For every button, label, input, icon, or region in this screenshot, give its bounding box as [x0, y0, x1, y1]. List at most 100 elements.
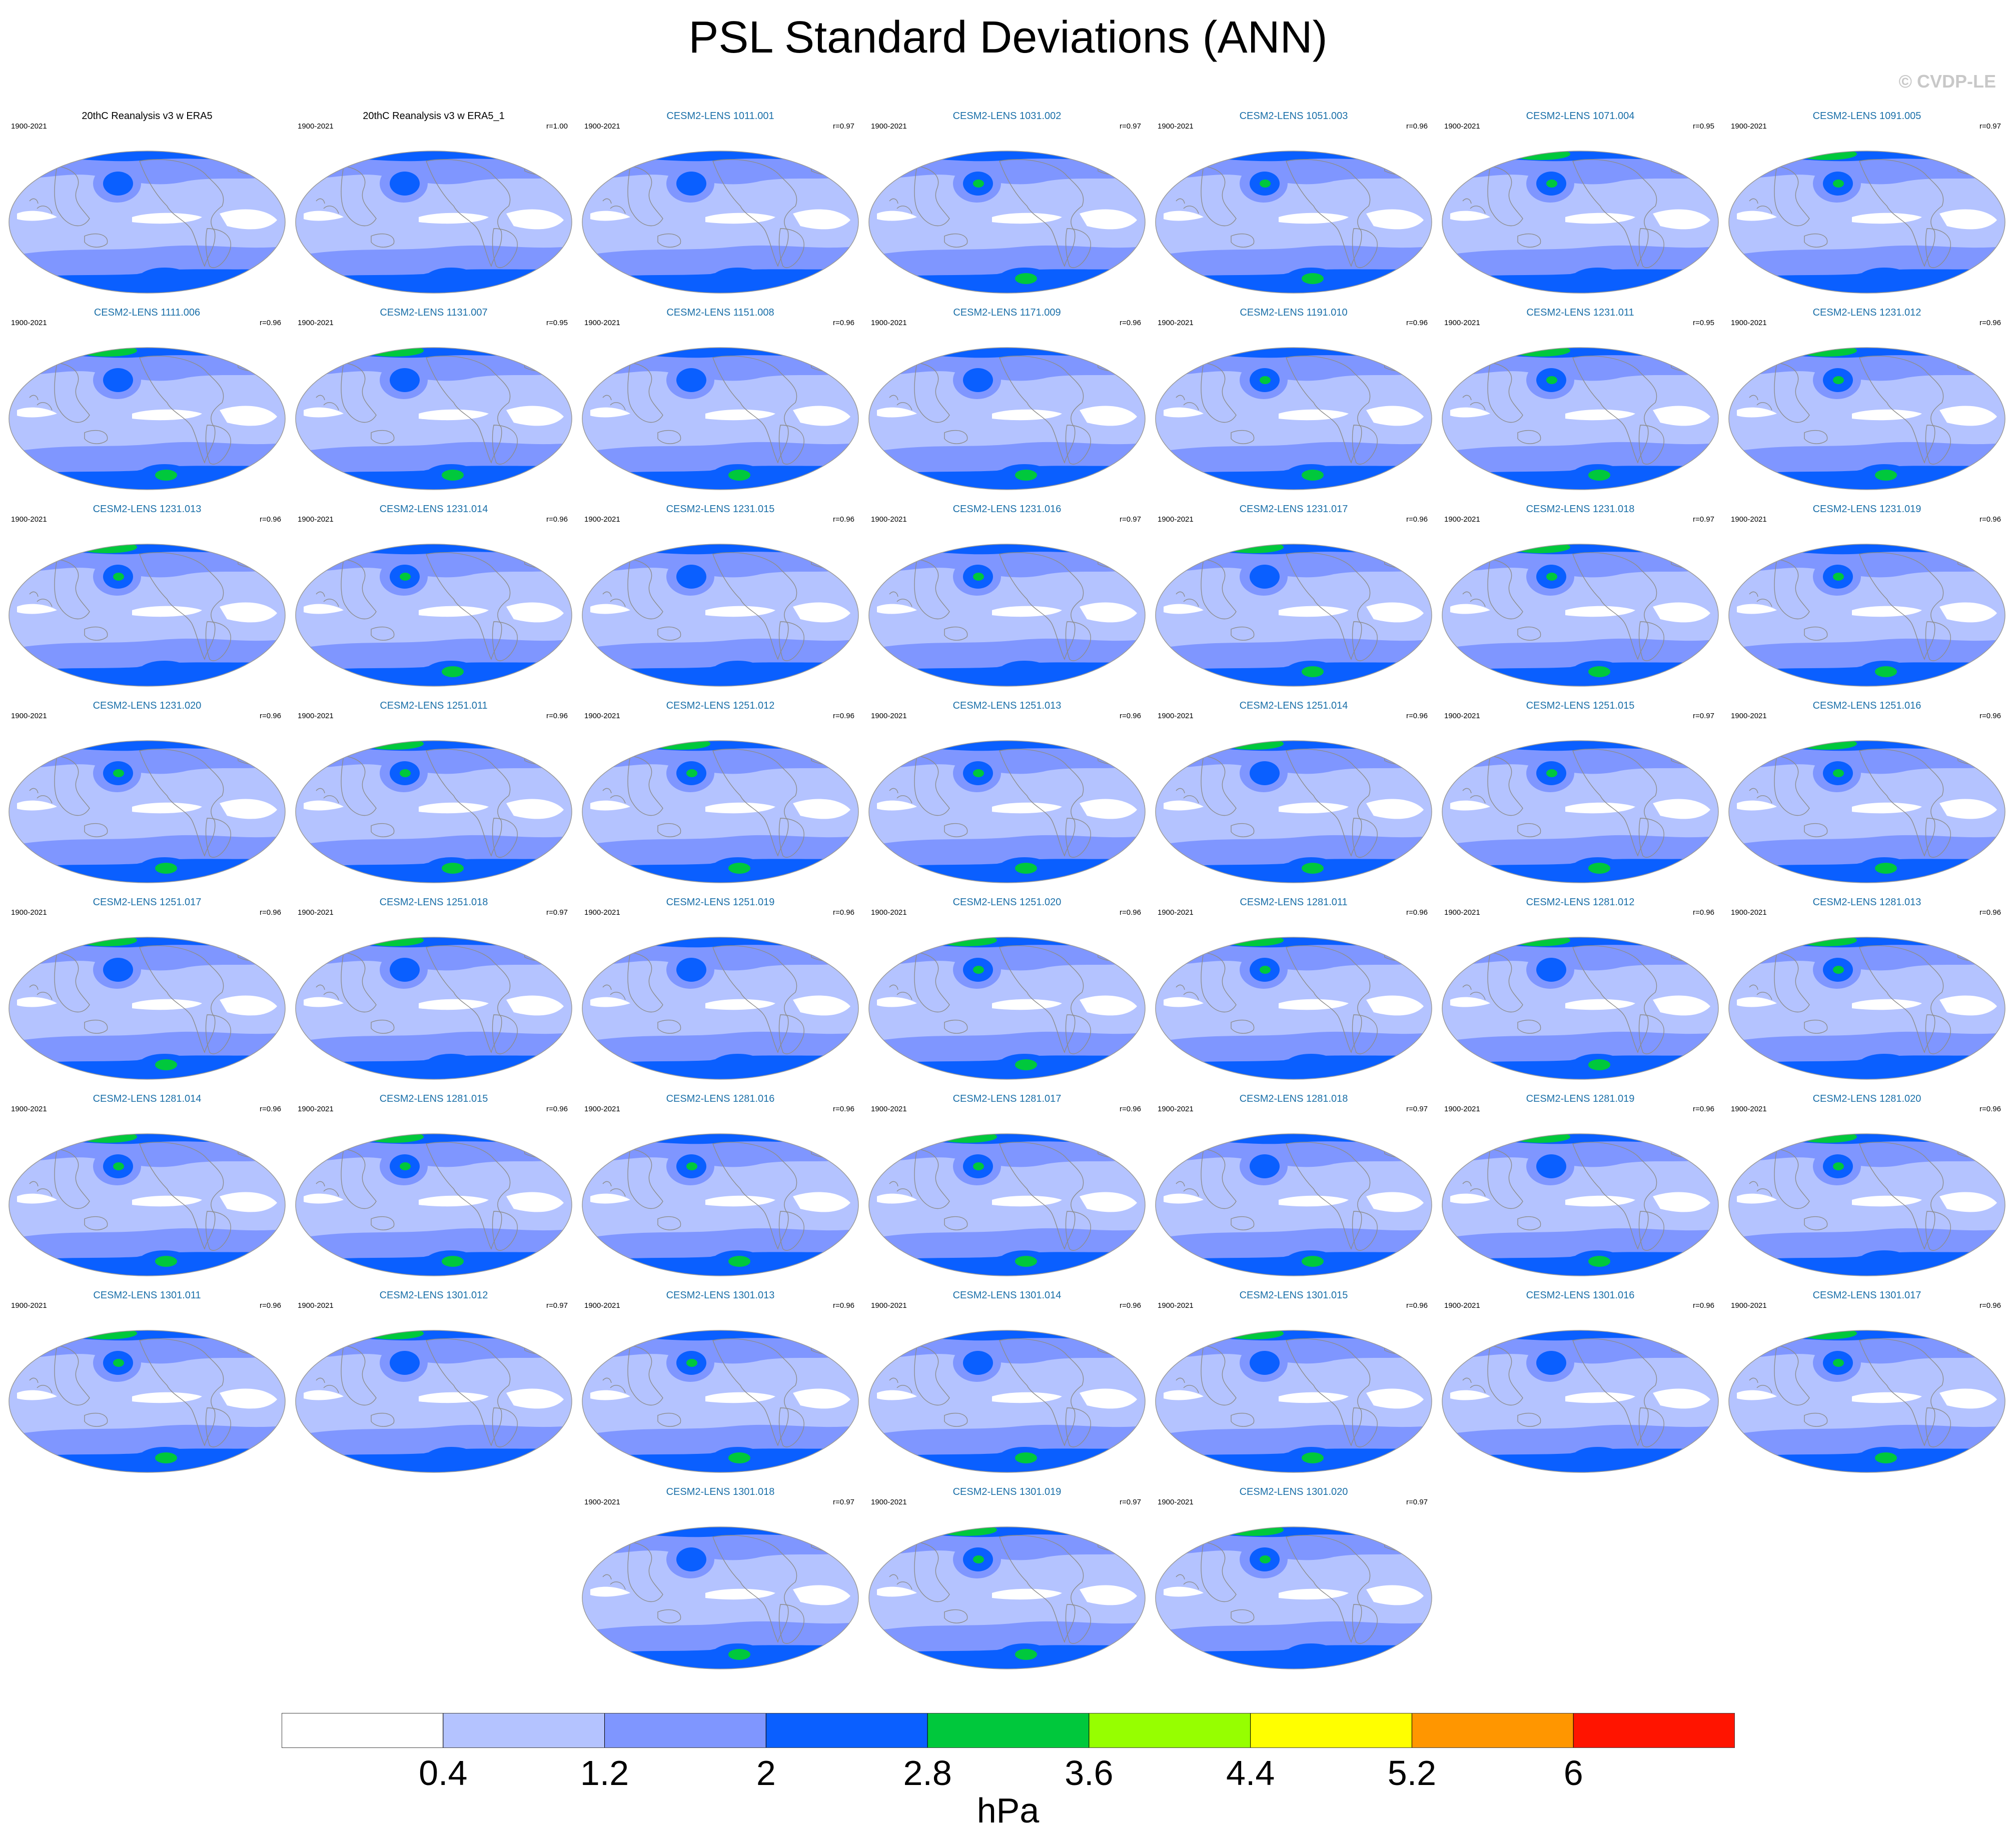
map-panel-plot [295, 937, 572, 1080]
panel-years: 1900-2021 [1731, 1105, 1767, 1113]
panel-years: 1900-2021 [1444, 515, 1480, 524]
panel-title: CESM2-LENS 1231.015 [666, 504, 775, 515]
map-field [1729, 151, 2005, 293]
panel-title: CESM2-LENS 1301.019 [952, 1486, 1062, 1497]
map-panel: CESM2-LENS 1231.016 1900-2021 r=0.97 [867, 499, 1147, 689]
panel-years: 1900-2021 [1444, 908, 1480, 917]
map-panel-plot [295, 740, 572, 883]
panel-pattern-correlation: r=0.96 [1979, 712, 2001, 720]
globe-outline [868, 937, 1146, 1080]
map-field [296, 1134, 572, 1276]
map-field [296, 544, 572, 686]
colorbar-swatch [1411, 1713, 1574, 1748]
map-panel: CESM2-LENS 1301.013 1900-2021 r=0.96 [580, 1285, 860, 1475]
map-field [296, 151, 572, 293]
panel-pattern-correlation: r=0.96 [1406, 515, 1428, 524]
panel-title: CESM2-LENS 1301.014 [952, 1290, 1062, 1301]
map-panel: CESM2-LENS 1251.018 1900-2021 r=0.97 [294, 892, 574, 1082]
panel-pattern-correlation: r=0.97 [546, 908, 568, 917]
map-panel-plot [1155, 347, 1432, 490]
map-panel-plot [1728, 151, 2005, 294]
panel-title: CESM2-LENS 1301.018 [666, 1486, 775, 1497]
panel-years: 1900-2021 [1731, 1301, 1767, 1310]
map-panel: CESM2-LENS 1251.014 1900-2021 r=0.96 [1154, 696, 1434, 886]
map-field [1156, 937, 1432, 1079]
colorbar-swatch [282, 1713, 444, 1748]
map-panel: CESM2-LENS 1281.019 1900-2021 r=0.96 [1440, 1089, 1720, 1279]
panel-years: 1900-2021 [1158, 712, 1194, 720]
map-field [9, 348, 285, 490]
map-panel-plot [1442, 347, 1719, 490]
globe-outline [1155, 544, 1432, 687]
map-panel-plot [1442, 544, 1719, 687]
map-field [296, 741, 572, 883]
map-field [1442, 1134, 1718, 1276]
panel-title: CESM2-LENS 1231.016 [952, 504, 1062, 515]
globe-outline [1155, 347, 1432, 490]
panel-title: CESM2-LENS 1251.018 [379, 897, 488, 908]
map-panel-plot [9, 151, 286, 294]
map-panel: CESM2-LENS 1281.013 1900-2021 r=0.96 [1727, 892, 2007, 1082]
globe-outline [582, 544, 859, 687]
map-panel: CESM2-LENS 1301.017 1900-2021 r=0.96 [1727, 1285, 2007, 1475]
map-field [1442, 348, 1718, 490]
panel-pattern-correlation: r=0.96 [1120, 1301, 1141, 1310]
map-panel: CESM2-LENS 1251.019 1900-2021 r=0.96 [580, 892, 860, 1082]
panel-title: CESM2-LENS 1111.006 [94, 307, 201, 318]
panel-title: CESM2-LENS 1301.011 [93, 1290, 201, 1301]
map-panel-plot [1155, 1133, 1432, 1276]
map-panel: CESM2-LENS 1301.019 1900-2021 r=0.97 [867, 1482, 1147, 1672]
map-panel-plot [1728, 347, 2005, 490]
map-field [9, 1330, 285, 1472]
globe-outline [1442, 1133, 1719, 1276]
panel-years: 1900-2021 [298, 319, 334, 327]
panel-years: 1900-2021 [298, 122, 334, 131]
map-panel: CESM2-LENS 1231.014 1900-2021 r=0.96 [294, 499, 574, 689]
map-field [582, 1330, 858, 1472]
globe-outline [1728, 151, 2005, 294]
globe-outline [1155, 1526, 1432, 1669]
globe-outline [295, 347, 572, 490]
panel-title: CESM2-LENS 1231.011 [1526, 307, 1634, 318]
panel-pattern-correlation: r=0.96 [833, 908, 854, 917]
map-field [1729, 544, 2005, 686]
panel-title: CESM2-LENS 1171.009 [953, 307, 1061, 318]
panel-years: 1900-2021 [11, 1301, 47, 1310]
map-field [582, 544, 858, 686]
globe-outline [1728, 347, 2005, 490]
panel-title: CESM2-LENS 1281.012 [1526, 897, 1635, 908]
map-field [582, 937, 858, 1079]
map-field [869, 1527, 1145, 1669]
colorbar-swatch [604, 1713, 766, 1748]
map-panel: CESM2-LENS 1231.015 1900-2021 r=0.96 [580, 499, 860, 689]
map-panel-plot [295, 347, 572, 490]
panel-pattern-correlation: r=0.95 [1693, 319, 1714, 327]
map-field [9, 1134, 285, 1276]
colorbar-tick-label: 1.2 [580, 1753, 629, 1792]
panel-years: 1900-2021 [11, 712, 47, 720]
panel-years: 1900-2021 [871, 515, 907, 524]
credit-watermark: © CVDP-LE [1898, 71, 1996, 92]
panel-pattern-correlation: r=0.96 [1406, 122, 1428, 131]
map-panel-plot [1728, 740, 2005, 883]
panel-title: CESM2-LENS 1191.010 [1240, 307, 1348, 318]
map-panel: CESM2-LENS 1231.019 1900-2021 r=0.96 [1727, 499, 2007, 689]
globe-outline [868, 151, 1146, 294]
panel-years: 1900-2021 [1158, 1105, 1194, 1113]
panel-pattern-correlation: r=1.00 [546, 122, 568, 131]
panel-years: 1900-2021 [871, 1105, 907, 1113]
globe-outline [1728, 1133, 2005, 1276]
map-panel-plot [582, 151, 859, 294]
panel-title: CESM2-LENS 1151.008 [666, 307, 774, 318]
globe-outline [1728, 544, 2005, 687]
globe-outline [1155, 151, 1432, 294]
map-field [1156, 151, 1432, 293]
map-panel-plot [582, 740, 859, 883]
panel-title: CESM2-LENS 1071.004 [1526, 111, 1635, 122]
panel-title: CESM2-LENS 1231.013 [93, 504, 202, 515]
map-field [869, 1330, 1145, 1472]
panel-years: 1900-2021 [1731, 908, 1767, 917]
panel-pattern-correlation: r=0.96 [833, 515, 854, 524]
map-panel: CESM2-LENS 1231.017 1900-2021 r=0.96 [1154, 499, 1434, 689]
map-field [1156, 741, 1432, 883]
